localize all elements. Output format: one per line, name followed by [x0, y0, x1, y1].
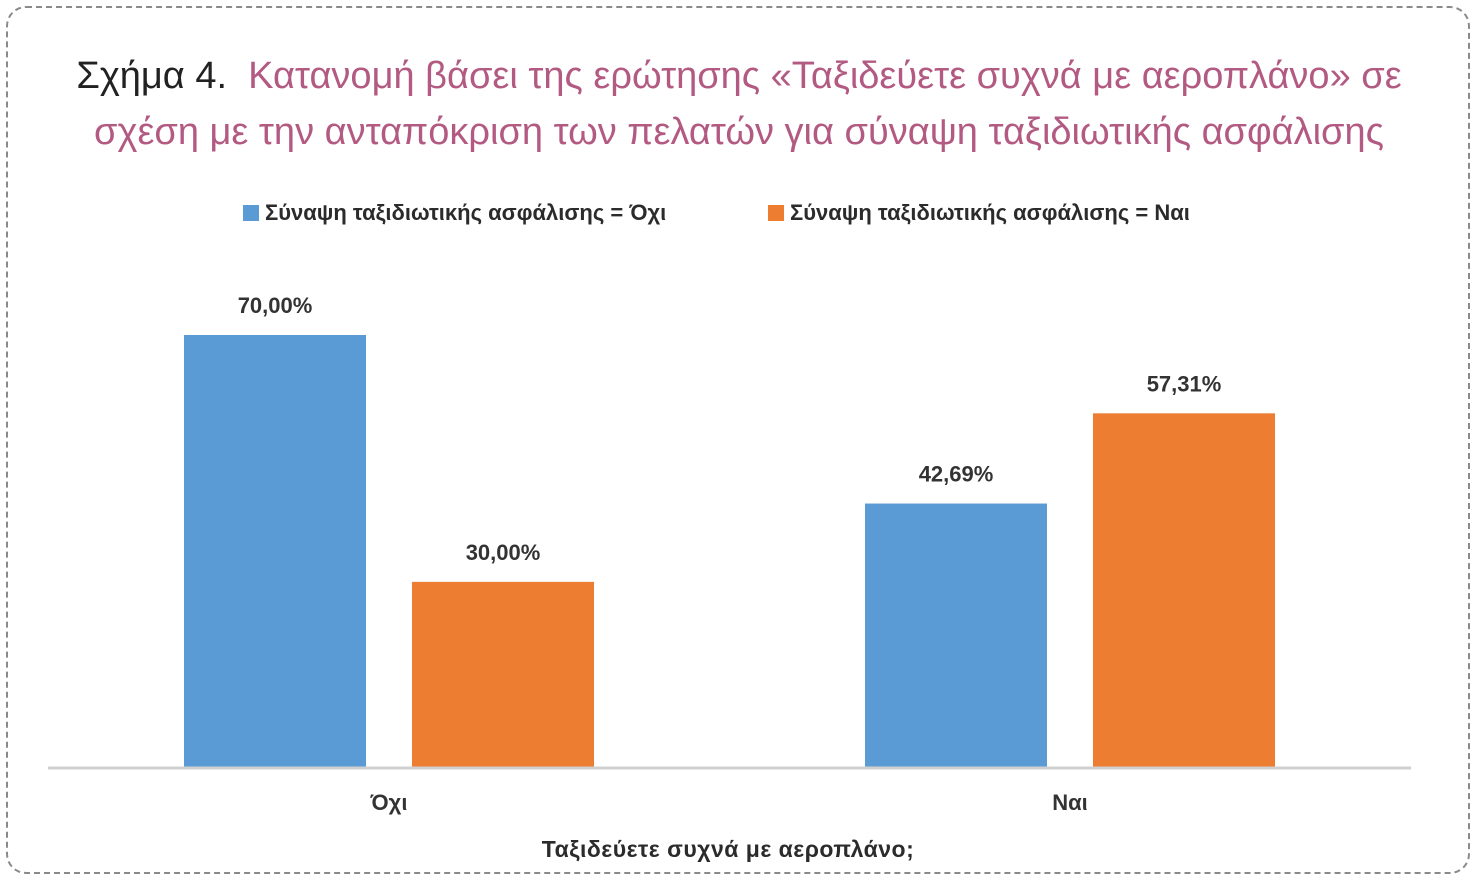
title-line-1: Σχήμα 4. Κατανομή βάσει της ερώτησης «Τα… — [0, 48, 1478, 104]
bar-no-oxi — [184, 335, 366, 767]
x-tick-label-yes: Ναι — [1052, 790, 1088, 815]
legend: Σύναψη ταξιδιωτικής ασφάλισης = Όχι Σύνα… — [243, 200, 1190, 225]
x-tick-label-no: Όχι — [370, 790, 408, 815]
data-label-yes-nai: 57,31% — [1147, 371, 1222, 396]
legend-label-yes: Σύναψη ταξιδιωτικής ασφάλισης = Ναι — [790, 200, 1190, 225]
figure-label: Σχήμα 4. — [76, 55, 228, 97]
data-label-yes-oxi: 30,00% — [466, 540, 541, 565]
bar-yes-oxi — [412, 581, 594, 767]
title-line-2: σχέση με την ανταπόκριση των πελατών για… — [94, 111, 1384, 153]
legend-swatch-no — [243, 205, 259, 221]
bar-yes-nai — [1093, 413, 1275, 767]
x-axis-title: Ταξιδεύετε συχνά με αεροπλάνο; — [542, 836, 915, 862]
bars — [184, 335, 1275, 767]
data-label-no-nai: 42,69% — [919, 462, 994, 487]
bar-no-nai — [865, 503, 1047, 767]
data-label-no-oxi: 70,00% — [238, 293, 313, 318]
figure-frame — [6, 6, 1470, 874]
data-labels: 70,00% 30,00% 42,69% 57,31% — [238, 293, 1222, 565]
figure-title: Σχήμα 4. Κατανομή βάσει της ερώτησης «Τα… — [0, 48, 1478, 160]
legend-swatch-yes — [768, 205, 784, 221]
legend-label-no: Σύναψη ταξιδιωτικής ασφάλισης = Όχι — [265, 200, 666, 225]
title-text-1: Κατανομή βάσει της ερώτησης «Ταξιδεύετε … — [248, 55, 1402, 97]
